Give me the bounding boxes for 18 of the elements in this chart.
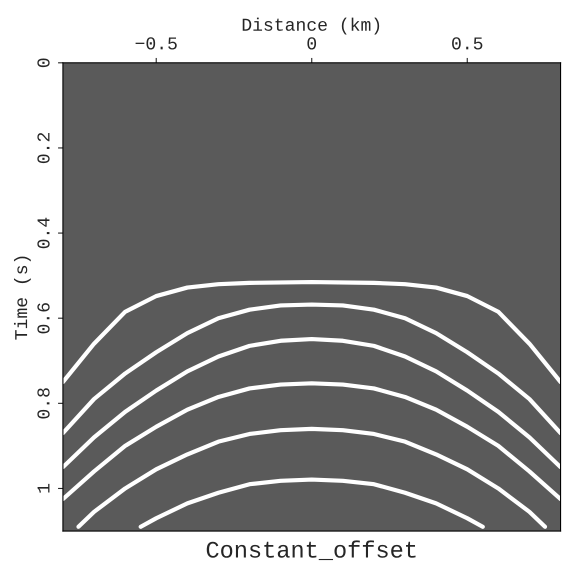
y-tick-label: 0.4	[37, 218, 50, 248]
x-tick-label: −0.5	[136, 37, 177, 50]
y-tick-label: 0.8	[37, 388, 50, 418]
y-tick-label: 0	[37, 58, 50, 68]
y-axis-title: Time (s)	[14, 256, 31, 340]
y-tick-label: 0.2	[37, 132, 50, 164]
line-series	[76, 426, 548, 529]
x-tick-label: 0.5	[452, 37, 482, 50]
y-tick-label: 0.6	[37, 303, 50, 334]
line-series	[62, 336, 561, 470]
y-tick-label: 1	[38, 484, 50, 493]
text: Constant_offset	[206, 540, 416, 560]
line-series	[138, 477, 485, 529]
x-tick-label: 0	[307, 37, 316, 50]
line-series	[62, 381, 561, 502]
line-series	[62, 302, 561, 436]
x-axis-title: Distance (km)	[242, 18, 380, 34]
line-series	[62, 280, 561, 384]
